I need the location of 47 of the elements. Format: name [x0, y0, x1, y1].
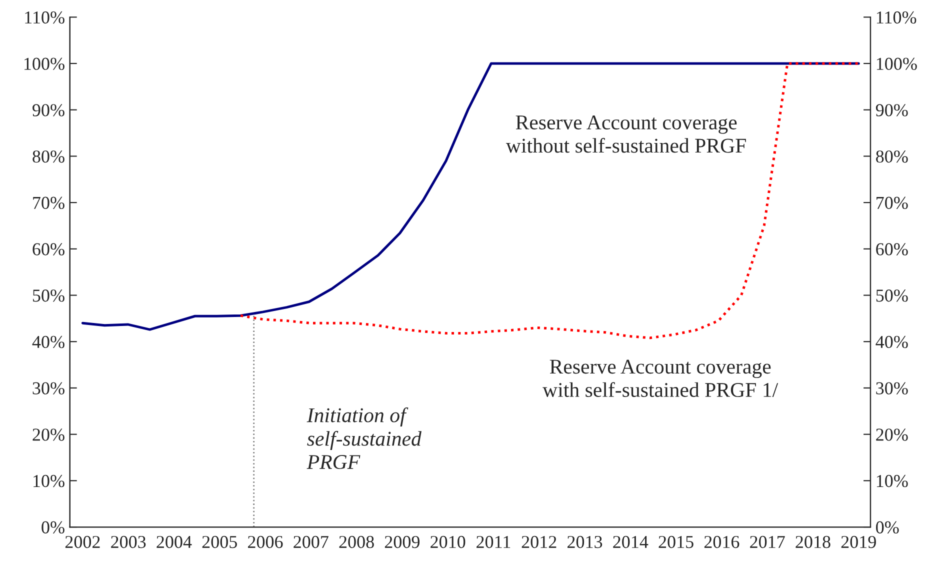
x-tick-label: 2009 — [384, 536, 420, 548]
y2-tick-label: 20% — [876, 428, 908, 441]
y-tick-label: 60% — [32, 243, 64, 256]
x-tick-label: 2010 — [430, 536, 466, 548]
x-tick-label: 2007 — [294, 536, 328, 548]
x-tick-label: 2018 — [796, 536, 830, 548]
x-tick-label: 2015 — [658, 536, 694, 548]
annotation: Reserve Account coverage without self-sustained PRGF — [506, 116, 746, 153]
y-tick-label: 30% — [32, 382, 64, 394]
annotation: Initiation of self-sustained PRGF — [306, 407, 422, 470]
x-tick-label: 2003 — [111, 536, 146, 548]
y-tick-label: 20% — [32, 428, 64, 441]
x-tick-label: 2019 — [841, 536, 876, 548]
y-tick-label: 100% — [24, 58, 64, 70]
y2-tick-label: 0% — [876, 521, 899, 534]
y-tick-label: 0% — [42, 521, 64, 534]
line-series — [81, 62, 860, 331]
x-tick-label: 2008 — [339, 536, 374, 548]
y2-tick-label: 90% — [876, 104, 908, 116]
x-tick-label: 2006 — [248, 536, 283, 548]
y-tick-label: 40% — [32, 336, 64, 348]
x-tick-label: 2012 — [522, 536, 556, 548]
y2-tick-label: 80% — [876, 150, 908, 163]
y-tick-label: 70% — [33, 196, 64, 210]
y2-tick-label: 30% — [876, 382, 908, 394]
y2-tick-label: 40% — [876, 336, 908, 348]
x-tick-label: 2017 — [750, 536, 785, 548]
x-tick-label: 2016 — [704, 536, 740, 548]
x-tick-label: 2011 — [476, 536, 510, 548]
y-tick-label: 10% — [34, 474, 64, 488]
y-tick-label: 90% — [32, 104, 64, 116]
y2-tick-label: 10% — [876, 474, 908, 488]
x-tick-label: 2013 — [567, 536, 602, 548]
x-tick-label: 2005 — [202, 536, 237, 548]
x-tick-label: 2014 — [613, 536, 648, 548]
x-tick-label: 2002 — [65, 536, 100, 548]
y2-tick-label: 100% — [876, 58, 917, 70]
annotation: Reserve Account coverage with self-sustained PRGF 1/ — [542, 360, 778, 398]
line-series — [239, 62, 860, 340]
y-tick-label: 110% — [25, 11, 64, 24]
x-tick-label: 2004 — [156, 536, 192, 548]
y2-tick-label: 70% — [876, 196, 908, 210]
y2-tick-label: 50% — [876, 290, 908, 302]
y-tick-label: 80% — [32, 150, 64, 163]
y2-tick-label: 110% — [876, 11, 916, 24]
y-tick-label: 50% — [32, 290, 64, 302]
y2-tick-label: 60% — [876, 243, 908, 256]
